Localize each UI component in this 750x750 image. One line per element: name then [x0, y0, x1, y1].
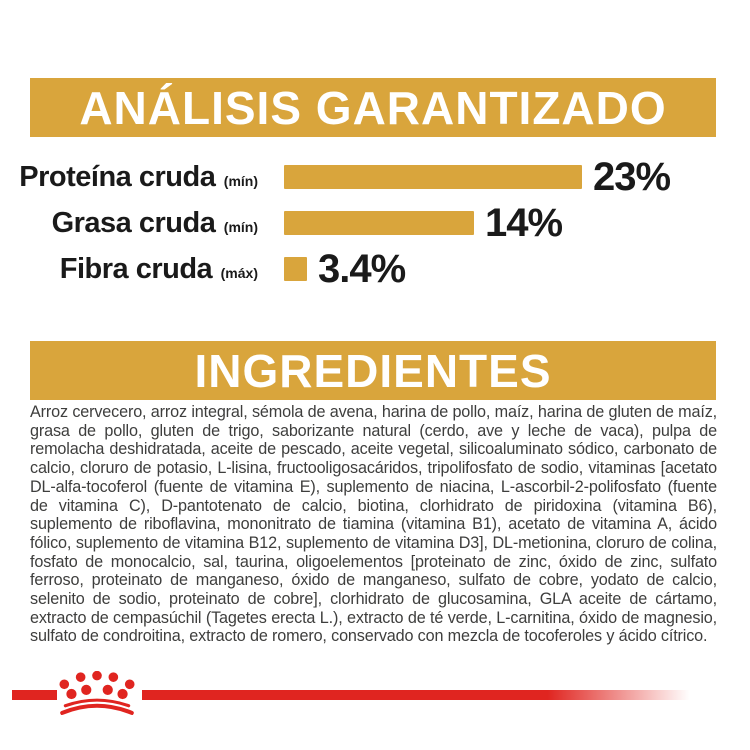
- fat-label: Grasa cruda (mín): [0, 207, 258, 240]
- fiber-label-name: Fibra cruda: [59, 252, 213, 285]
- protein-value: 23%: [593, 155, 671, 199]
- fat-value: 14%: [485, 201, 563, 245]
- analysis-header-title: ANÁLISIS GARANTIZADO: [79, 81, 667, 134]
- protein-label: Proteína cruda (mín): [0, 161, 258, 194]
- fiber-bar: [284, 257, 307, 281]
- fiber-value: 3.4%: [318, 247, 406, 291]
- protein-bar: [284, 165, 582, 189]
- fat-label-name: Grasa cruda: [51, 206, 216, 239]
- ingredients-text: Arroz cervecero, arroz integral, sémola …: [30, 403, 717, 646]
- protein-label-name: Proteína cruda: [19, 160, 216, 193]
- protein-label-qualifier: (mín): [223, 172, 258, 189]
- fat-label-qualifier: (mín): [223, 218, 258, 235]
- fat-bar: [284, 211, 474, 235]
- chart-row-protein: Proteína cruda (mín) 23%: [0, 157, 750, 197]
- royal-canin-crown-icon: [59, 671, 135, 715]
- brand-stripe-left: [12, 690, 57, 700]
- chart-row-fat: Grasa cruda (mín) 14%: [0, 203, 750, 243]
- guaranteed-analysis-chart: Proteína cruda (mín) 23% Grasa cruda (mí…: [0, 157, 750, 303]
- ingredients-header-banner: INGREDIENTES: [30, 341, 716, 400]
- chart-row-fiber: Fibra cruda (máx) 3.4%: [0, 249, 750, 289]
- fiber-label-qualifier: (máx): [220, 264, 258, 281]
- analysis-header-banner: ANÁLISIS GARANTIZADO: [30, 78, 716, 137]
- fiber-label: Fibra cruda (máx): [0, 253, 258, 286]
- ingredients-header-title: INGREDIENTES: [194, 344, 552, 397]
- brand-stripe-right: [142, 690, 690, 700]
